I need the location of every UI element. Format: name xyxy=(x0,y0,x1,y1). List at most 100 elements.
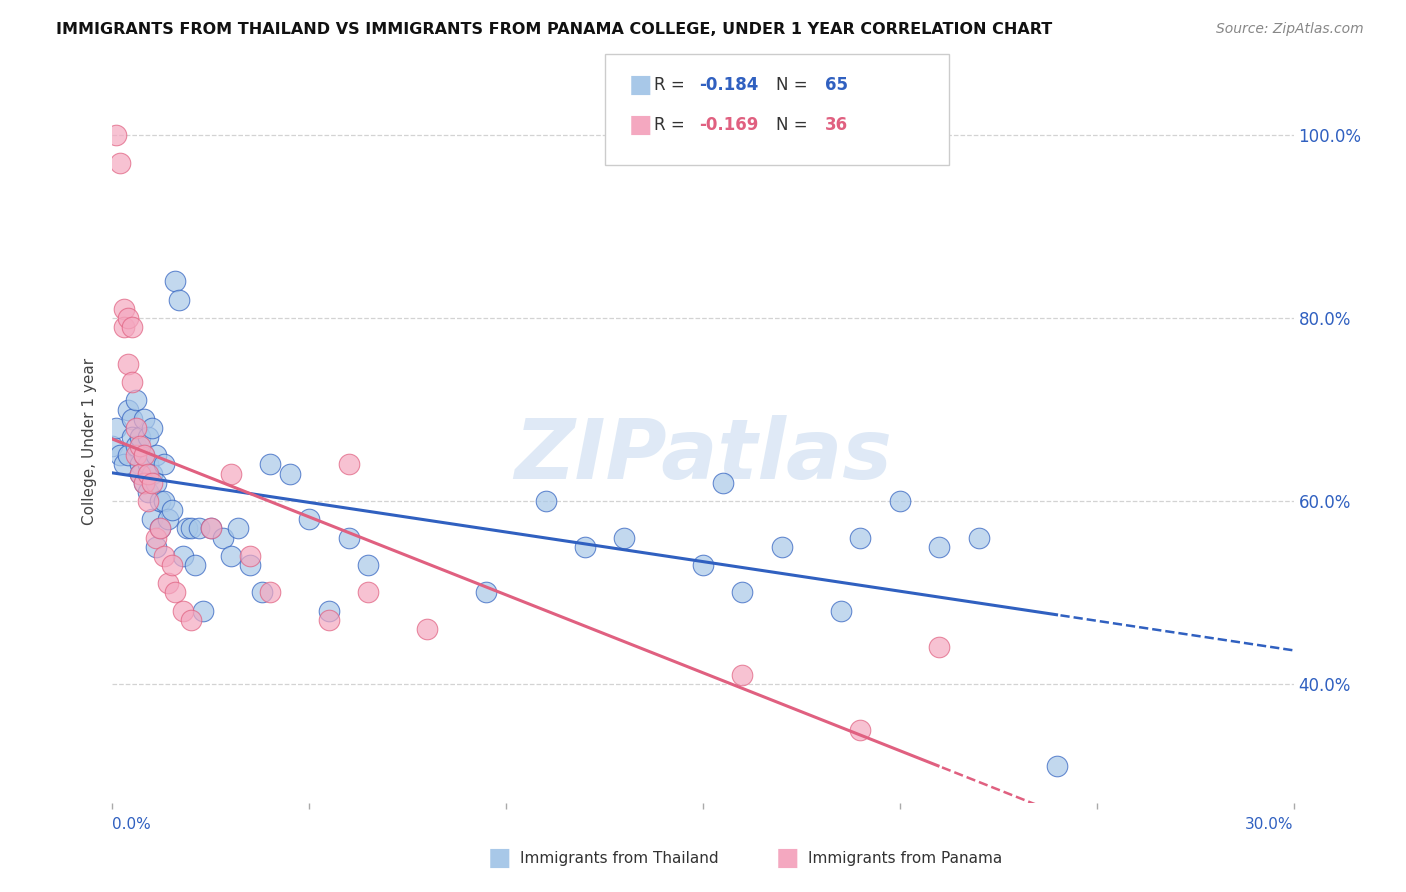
Point xyxy=(117,357,139,371)
Point xyxy=(149,521,172,535)
Point xyxy=(136,467,159,481)
Point xyxy=(121,375,143,389)
Point xyxy=(136,430,159,444)
Text: 36: 36 xyxy=(825,116,848,134)
Point xyxy=(141,467,163,481)
Point xyxy=(219,467,242,481)
Point xyxy=(129,467,152,481)
Point xyxy=(132,448,155,462)
Point xyxy=(129,458,152,472)
Text: ■: ■ xyxy=(776,847,799,870)
Point xyxy=(770,540,793,554)
Point xyxy=(141,475,163,490)
Point xyxy=(129,439,152,453)
Point xyxy=(156,512,179,526)
Point xyxy=(129,467,152,481)
Point xyxy=(121,411,143,425)
Text: Immigrants from Thailand: Immigrants from Thailand xyxy=(520,851,718,865)
Point xyxy=(228,521,250,535)
Point xyxy=(165,585,187,599)
Text: ■: ■ xyxy=(488,847,510,870)
Text: 65: 65 xyxy=(825,76,848,94)
Point xyxy=(849,723,872,737)
Point xyxy=(132,475,155,490)
Point xyxy=(731,667,754,681)
Point xyxy=(105,421,128,435)
Point xyxy=(889,494,911,508)
Point xyxy=(117,402,139,417)
Point xyxy=(259,585,281,599)
Point xyxy=(152,549,174,563)
Point xyxy=(152,494,174,508)
Point xyxy=(145,540,167,554)
Point xyxy=(200,521,222,535)
Point xyxy=(145,448,167,462)
Point xyxy=(574,540,596,554)
Point xyxy=(259,458,281,472)
Point xyxy=(239,558,262,572)
Point xyxy=(112,301,135,316)
Point xyxy=(160,558,183,572)
Point xyxy=(136,484,159,499)
Point xyxy=(928,640,950,655)
Point xyxy=(613,531,636,545)
Point xyxy=(298,512,321,526)
Point xyxy=(125,421,148,435)
Point xyxy=(337,531,360,545)
Point xyxy=(1046,759,1069,773)
Text: -0.169: -0.169 xyxy=(699,116,758,134)
Point xyxy=(165,275,187,289)
Point xyxy=(318,613,340,627)
Point xyxy=(145,531,167,545)
Point xyxy=(188,521,211,535)
Point xyxy=(149,494,172,508)
Point xyxy=(121,430,143,444)
Point xyxy=(534,494,557,508)
Text: IMMIGRANTS FROM THAILAND VS IMMIGRANTS FROM PANAMA COLLEGE, UNDER 1 YEAR CORRELA: IMMIGRANTS FROM THAILAND VS IMMIGRANTS F… xyxy=(56,22,1053,37)
Point xyxy=(125,448,148,462)
Text: N =: N = xyxy=(776,76,807,94)
Point xyxy=(132,411,155,425)
Point xyxy=(180,613,202,627)
Point xyxy=(110,448,132,462)
Point xyxy=(191,604,214,618)
Point xyxy=(169,293,191,307)
Point xyxy=(132,475,155,490)
Point xyxy=(239,549,262,563)
Point xyxy=(318,604,340,618)
Point xyxy=(357,585,380,599)
Point xyxy=(731,585,754,599)
Point xyxy=(125,439,148,453)
Point xyxy=(184,558,207,572)
Text: ■: ■ xyxy=(628,113,652,136)
Point xyxy=(416,622,439,636)
Point xyxy=(180,521,202,535)
Text: Source: ZipAtlas.com: Source: ZipAtlas.com xyxy=(1216,22,1364,37)
Point xyxy=(152,458,174,472)
Point xyxy=(141,421,163,435)
Point xyxy=(337,458,360,472)
Text: R =: R = xyxy=(654,116,685,134)
Point xyxy=(125,393,148,408)
Y-axis label: College, Under 1 year: College, Under 1 year xyxy=(82,358,97,525)
Point xyxy=(211,531,233,545)
Point xyxy=(136,494,159,508)
Point xyxy=(121,320,143,334)
Point xyxy=(830,604,852,618)
Point xyxy=(172,549,194,563)
Text: 30.0%: 30.0% xyxy=(1246,816,1294,831)
Point xyxy=(117,448,139,462)
Point xyxy=(711,475,734,490)
Point xyxy=(278,467,301,481)
Point xyxy=(145,475,167,490)
Point xyxy=(149,521,172,535)
Text: ZIPatlas: ZIPatlas xyxy=(515,416,891,497)
Point xyxy=(105,128,128,143)
Point xyxy=(141,512,163,526)
Point xyxy=(101,439,124,453)
Point xyxy=(160,503,183,517)
Point xyxy=(129,430,152,444)
Point xyxy=(692,558,714,572)
Text: N =: N = xyxy=(776,116,807,134)
Text: R =: R = xyxy=(654,76,685,94)
